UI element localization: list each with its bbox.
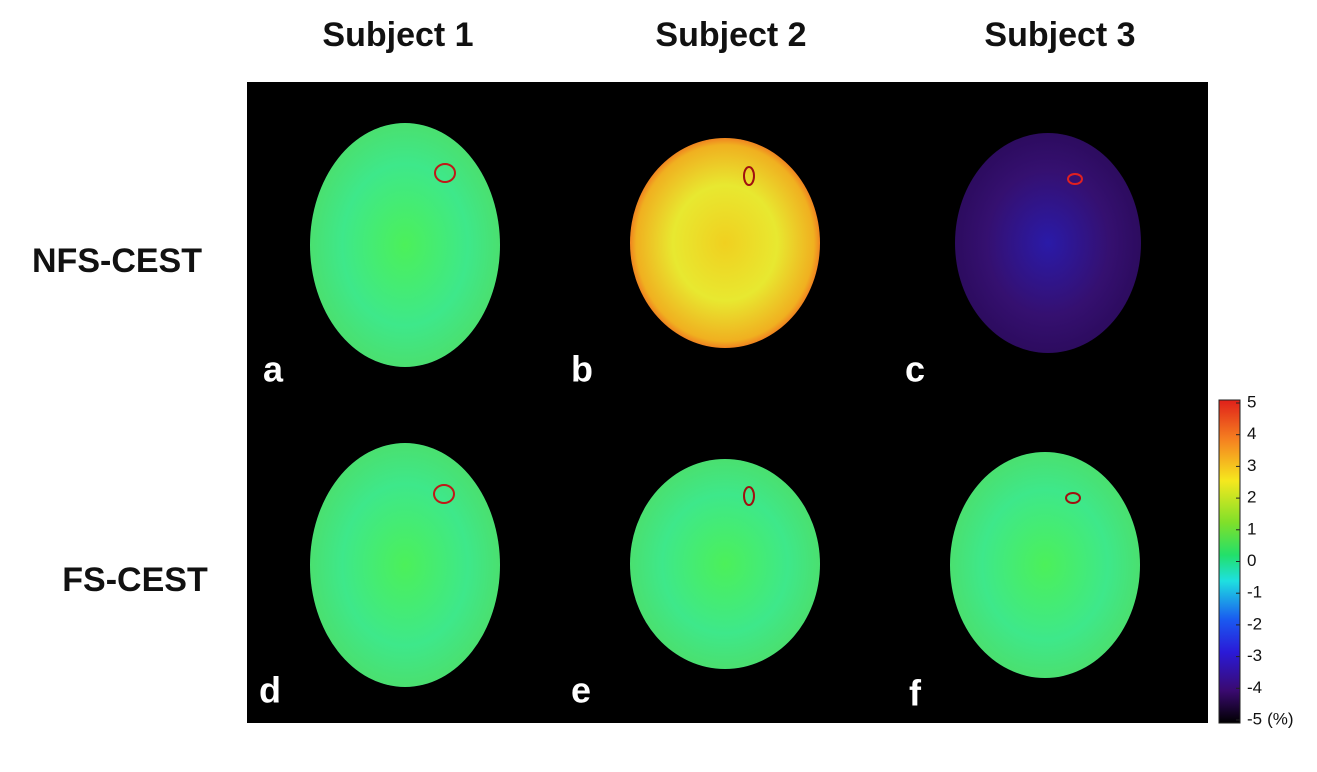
panel-label: e <box>571 670 591 711</box>
panel-label: a <box>263 349 284 390</box>
row-label: NFS-CEST <box>32 242 202 280</box>
colorbar-tick-label: -2 <box>1247 614 1262 633</box>
brain-map <box>950 452 1140 678</box>
column-header: Subject 2 <box>655 16 806 54</box>
brain-map <box>310 443 500 687</box>
colorbar-tick-label: 1 <box>1247 519 1256 538</box>
panel-label: b <box>571 349 593 390</box>
colorbar-unit: (%) <box>1267 709 1293 728</box>
brain-map <box>630 459 820 669</box>
brain-map <box>955 133 1141 353</box>
roi <box>433 484 455 504</box>
roi <box>743 166 755 186</box>
colorbar-tick-label: 2 <box>1247 488 1256 507</box>
panel-label: d <box>259 670 281 711</box>
column-header: Subject 1 <box>322 16 473 54</box>
row-label: FS-CEST <box>62 561 208 599</box>
roi <box>1065 492 1081 504</box>
roi <box>743 486 755 506</box>
panel-label: c <box>905 349 925 390</box>
colorbar-tick-label: -3 <box>1247 646 1262 665</box>
colorbar-tick-label: 4 <box>1247 424 1256 443</box>
column-header: Subject 3 <box>984 16 1135 54</box>
roi <box>1067 173 1083 185</box>
colorbar-tick-label: -5 <box>1247 709 1262 728</box>
brain-map <box>310 123 500 367</box>
colorbar-tick-label: -1 <box>1247 583 1262 602</box>
brain-maps <box>310 123 1141 687</box>
colorbar-tick-label: 5 <box>1247 392 1256 411</box>
colorbar-tick-label: 3 <box>1247 456 1256 475</box>
panel-label: f <box>909 673 922 714</box>
colorbar-tick-label: 0 <box>1247 551 1256 570</box>
roi <box>434 163 456 183</box>
colorbar-tick-label: -4 <box>1247 678 1262 697</box>
brain-map <box>630 138 820 348</box>
